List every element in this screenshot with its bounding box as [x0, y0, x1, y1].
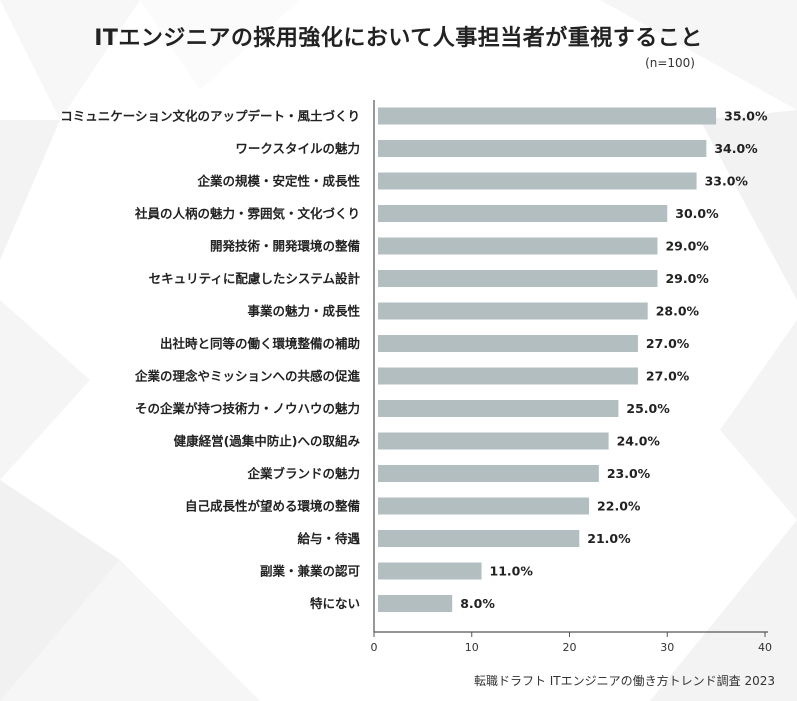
data-label: 21.0% — [587, 531, 631, 546]
category-label: 事業の魅力・成長性 — [247, 304, 360, 319]
bar — [378, 237, 658, 255]
bar — [378, 432, 609, 450]
bar — [378, 107, 717, 125]
category-label: 副業・兼業の認可 — [260, 564, 361, 579]
data-label: 33.0% — [705, 174, 749, 189]
category-label: その企業が持つ技術力・ノウハウの魅力 — [135, 401, 360, 416]
category-label: 企業の規模・安定性・成長性 — [196, 174, 360, 189]
category-label: 健康経営(過集中防止)への取組み — [174, 434, 361, 449]
data-label: 23.0% — [607, 466, 651, 481]
x-tick-label: 40 — [758, 641, 772, 654]
data-label: 29.0% — [665, 239, 709, 254]
bar — [378, 205, 668, 222]
bar — [378, 400, 619, 417]
category-label: 特にない — [310, 596, 360, 611]
bar — [378, 140, 707, 157]
bar — [378, 302, 648, 320]
data-label: 22.0% — [597, 499, 641, 514]
bar — [378, 595, 453, 612]
data-label: 24.0% — [617, 434, 661, 449]
bar — [378, 172, 697, 190]
category-label: 給与・待遇 — [297, 531, 360, 546]
bar — [378, 562, 482, 580]
data-label: 29.0% — [665, 271, 709, 286]
bar — [378, 465, 599, 482]
data-label: 27.0% — [646, 336, 690, 351]
bar — [378, 530, 580, 547]
category-label: 出社時と同等の働く環境整備の補助 — [160, 336, 360, 351]
data-label: 27.0% — [646, 369, 690, 384]
category-label: 社員の人柄の魅力・雰囲気・文化づくり — [134, 206, 360, 221]
bar — [378, 367, 638, 385]
bar — [378, 270, 658, 287]
data-label: 25.0% — [626, 401, 670, 416]
data-label: 35.0% — [724, 109, 768, 124]
category-label: 企業の理念やミッションへの共感の促進 — [134, 369, 361, 384]
category-label: セキュリティに配慮したシステム設計 — [149, 271, 361, 286]
data-label: 28.0% — [656, 304, 700, 319]
x-tick-label: 30 — [660, 641, 674, 654]
x-tick-label: 10 — [465, 641, 479, 654]
category-label: ワークスタイルの魅力 — [235, 141, 360, 156]
category-label: コミュニケーション文化のアップデート・風土づくり — [60, 109, 360, 124]
data-label: 8.0% — [460, 596, 495, 611]
bar — [378, 497, 590, 515]
sample-size-note: (n=100) — [645, 56, 695, 70]
data-label: 30.0% — [675, 206, 719, 221]
category-label: 自己成長性が望める環境の整備 — [185, 499, 361, 514]
category-label: 開発技術・開発環境の整備 — [210, 239, 361, 254]
x-tick-label: 20 — [563, 641, 577, 654]
chart-title: ITエンジニアの採用強化において人事担当者が重視すること — [94, 26, 703, 51]
data-label: 11.0% — [490, 564, 534, 579]
category-label: 企業ブランドの魅力 — [246, 466, 360, 481]
source-credit: 転職ドラフト ITエンジニアの働き方トレンド調査 2023 — [473, 674, 775, 688]
x-tick-label: 0 — [371, 641, 378, 654]
data-label: 34.0% — [714, 141, 758, 156]
bar — [378, 335, 638, 352]
